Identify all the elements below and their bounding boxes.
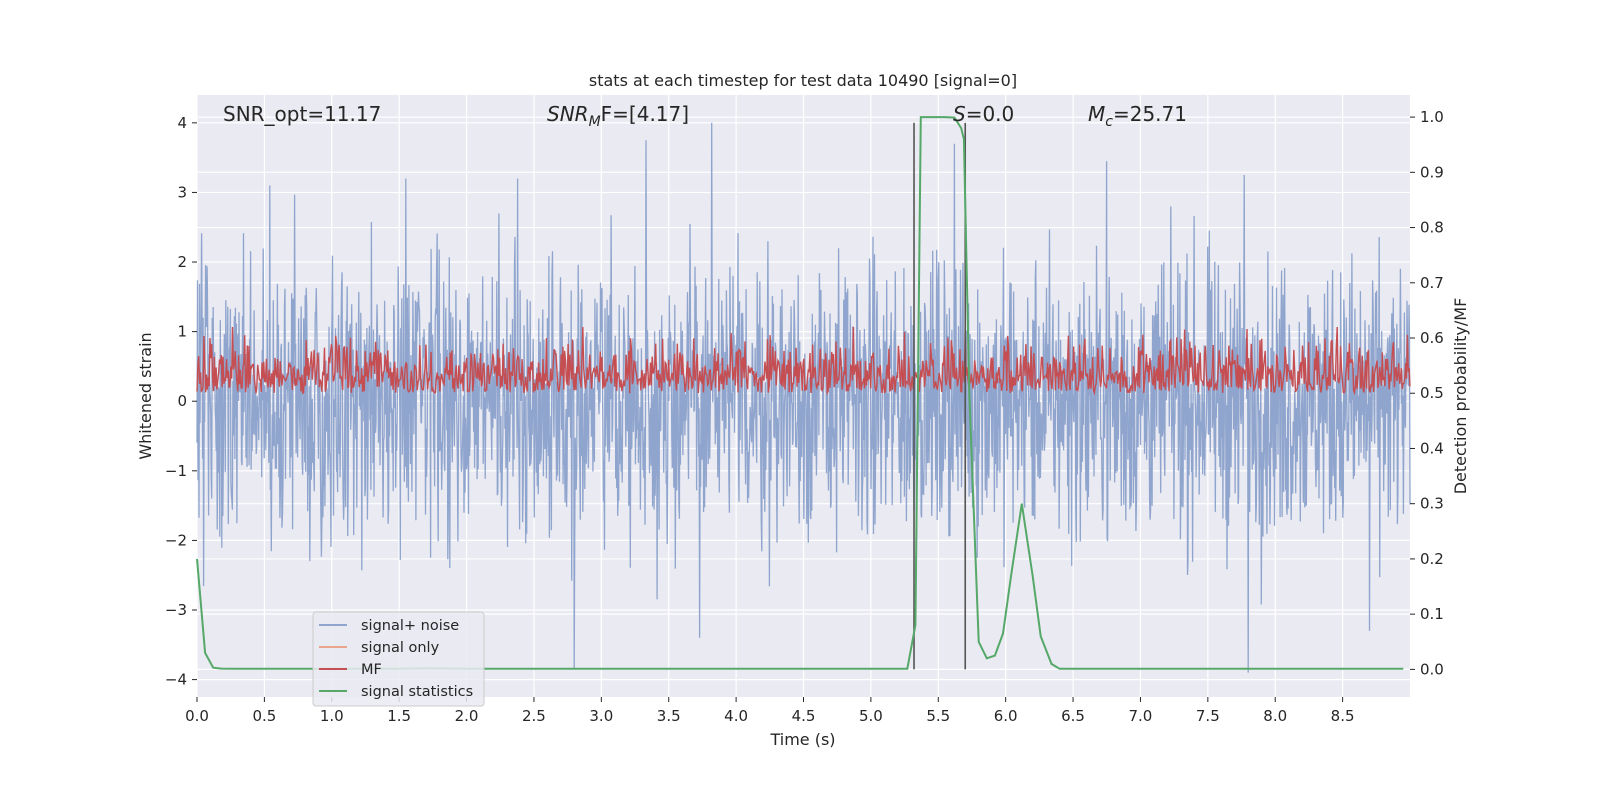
legend-label: MF — [361, 662, 382, 678]
chart-title: stats at each timestep for test data 104… — [589, 71, 1017, 90]
legend-label: signal+ noise — [361, 618, 459, 634]
x-tick-label: 5.0 — [859, 707, 883, 725]
y-tick-label-left: −3 — [165, 601, 187, 619]
x-tick-label: 2.5 — [522, 707, 546, 725]
series-mf — [196, 326, 1411, 396]
x-tick-label: 3.5 — [657, 707, 681, 725]
annotation-mc: Mc=25.71 — [1088, 102, 1187, 130]
annotation-snr-mf: SNRMF=[4.17] — [547, 102, 689, 130]
annotation-snr-mf-rest: F=[4.17] — [601, 102, 689, 126]
series-signal-statistics — [196, 116, 1404, 670]
legend-label: signal only — [361, 640, 440, 656]
x-tick-label: 4.5 — [792, 707, 816, 725]
series-signal-plus-noise — [196, 122, 1411, 673]
y-tick-label-right: 1.0 — [1420, 108, 1444, 126]
annotation-snr-mf-sub: M — [589, 114, 601, 130]
x-tick-label: 5.5 — [926, 707, 950, 725]
y-tick-label-left: 2 — [177, 253, 187, 271]
y-tick-label-right: 0.6 — [1420, 329, 1444, 347]
annotation-s-main: S — [953, 102, 966, 126]
annotation-snr-opt: SNR_opt=11.17 — [223, 102, 381, 126]
annotation-mc-sub: c — [1105, 114, 1113, 130]
x-tick-label: 6.5 — [1061, 707, 1085, 725]
x-tick-label: 7.0 — [1129, 707, 1153, 725]
y-tick-label-left: 4 — [177, 114, 187, 132]
mf-line — [196, 326, 1411, 396]
annotation-mc-rest: =25.71 — [1113, 102, 1187, 126]
x-tick-label: 8.5 — [1331, 707, 1355, 725]
y-tick-label-right: 0.9 — [1420, 163, 1444, 181]
x-tick-label: 0.5 — [252, 707, 276, 725]
x-tick-label: 1.0 — [320, 707, 344, 725]
x-axis-label: Time (s) — [769, 730, 835, 749]
x-tick-label: 7.5 — [1196, 707, 1220, 725]
x-tick-label: 1.5 — [387, 707, 411, 725]
x-tick-label: 2.0 — [455, 707, 479, 725]
x-tick-label: 3.0 — [589, 707, 613, 725]
y-tick-label-right: 0.1 — [1420, 605, 1444, 623]
y-axis-label-right: Detection probability/MF — [1451, 298, 1470, 495]
y-axis-label-left: Whitened strain — [136, 332, 155, 459]
signal-statistics-line — [196, 116, 1404, 670]
x-tick-label: 4.0 — [724, 707, 748, 725]
y-tick-label-left: 3 — [177, 183, 187, 201]
annotation-mc-main: M — [1088, 102, 1105, 126]
axis-ticks: 0.0 0.5 1.0 1.5 2.0 2.5 3.0 3.5 4.0 4.5 5.0 5.5 6.0 6… — [165, 108, 1444, 725]
y-tick-label-left: −2 — [165, 531, 187, 549]
y-tick-label-left: −4 — [165, 671, 187, 689]
y-tick-label-right: 0.5 — [1420, 384, 1444, 402]
legend-box — [312, 611, 485, 707]
x-tick-label: 0.0 — [185, 707, 209, 725]
y-tick-label-right: 0.3 — [1420, 495, 1444, 513]
signal-plus-noise-line — [196, 122, 1411, 673]
legend: signal+ noise signal only MF signal statist… — [312, 611, 485, 707]
y-tick-label-left: 1 — [177, 323, 187, 341]
annotation-s-rest: =0.0 — [966, 102, 1015, 126]
y-tick-label-right: 0.0 — [1420, 660, 1444, 678]
y-tick-label-right: 0.8 — [1420, 219, 1444, 237]
y-tick-label-right: 0.4 — [1420, 439, 1444, 457]
y-tick-label-left: 0 — [177, 392, 187, 410]
y-tick-label-right: 0.2 — [1420, 550, 1444, 568]
x-tick-label: 6.0 — [994, 707, 1018, 725]
annotation-snr-mf-main: SNR — [547, 102, 589, 126]
legend-label: signal statistics — [361, 684, 473, 700]
annotation-s: S=0.0 — [953, 102, 1014, 126]
y-tick-label-right: 0.7 — [1420, 274, 1444, 292]
x-tick-label: 8.0 — [1263, 707, 1287, 725]
y-tick-label-left: −1 — [165, 462, 187, 480]
